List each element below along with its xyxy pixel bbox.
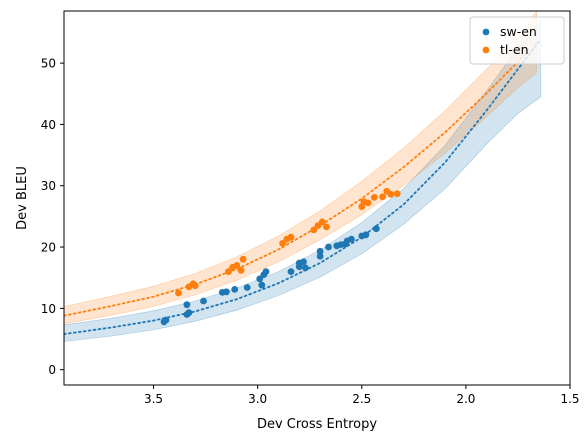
sw-en-point [244, 284, 251, 291]
tl-en-point [371, 194, 378, 201]
sw-en-point [163, 317, 170, 324]
x-tick-label: 2.5 [352, 392, 371, 406]
sw-en-point [223, 288, 230, 295]
tl-en-point [365, 200, 372, 207]
sw-en-point [373, 225, 380, 232]
x-tick-label: 1.5 [560, 392, 579, 406]
x-tick-label: 3.0 [248, 392, 267, 406]
y-axis-label: Dev BLEU [15, 166, 30, 230]
x-tick-label: 2.0 [456, 392, 475, 406]
confidence-bands [64, 11, 541, 342]
y-tick-label: 10 [41, 302, 56, 316]
sw-en-point [363, 231, 370, 238]
sw-en-point [186, 309, 193, 316]
tl-en-point [192, 282, 199, 289]
legend: sw-en tl-en [470, 17, 564, 64]
tl-en-point [175, 290, 182, 297]
y-tick-label: 30 [41, 179, 56, 193]
sw-en-point [288, 268, 295, 275]
tl-en-point [394, 190, 401, 197]
x-tick-label: 3.5 [144, 392, 163, 406]
sw-en-point [200, 298, 207, 305]
sw-en-point [263, 268, 270, 275]
tl-en-point [379, 193, 386, 200]
tl-en-point [388, 191, 395, 198]
legend-label-tl-en: tl-en [500, 42, 529, 57]
tl-en-point [288, 234, 295, 241]
fit-lines [64, 42, 539, 334]
tl-en-point [238, 267, 245, 274]
legend-label-sw-en: sw-en [500, 24, 537, 39]
y-tick-label: 20 [41, 241, 56, 255]
sw-en-point [184, 301, 191, 308]
y-tick-label: 50 [41, 57, 56, 71]
y-axis: 0 10 20 30 40 50 [41, 57, 64, 378]
legend-marker-tl-en [483, 47, 490, 54]
x-axis-label: Dev Cross Entropy [257, 417, 377, 432]
y-tick-label: 0 [48, 363, 56, 377]
tl-en-point [240, 256, 247, 263]
tl-en-point [323, 223, 330, 230]
x-axis: 3.5 3.0 2.5 2.0 1.5 [144, 385, 580, 406]
y-tick-label: 40 [41, 118, 56, 132]
sw-en-point [317, 248, 324, 255]
sw-en-point [300, 258, 307, 265]
sw-en-point [325, 244, 332, 251]
sw-en-point [258, 282, 265, 289]
sw-en-point [348, 236, 355, 243]
sw-en-point [231, 286, 238, 293]
legend-marker-sw-en [483, 29, 490, 36]
sw-en-fit-line [64, 42, 539, 334]
sw-en-point [302, 265, 309, 272]
